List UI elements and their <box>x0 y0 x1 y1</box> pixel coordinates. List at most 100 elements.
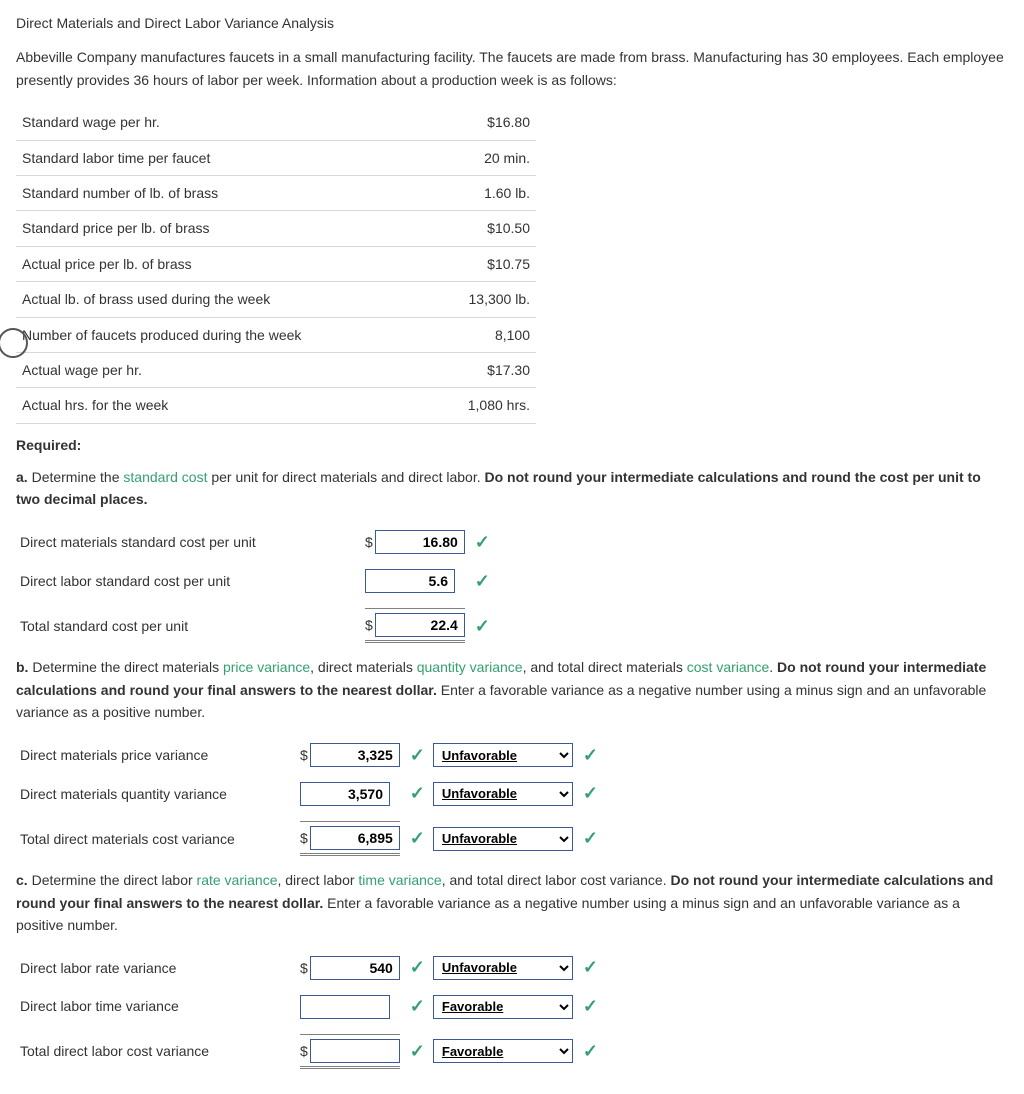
answer-label: Direct labor standard cost per unit <box>16 562 361 601</box>
select-cell: UnfavorableFavorable <box>429 987 577 1026</box>
variance-select[interactable]: UnfavorableFavorable <box>433 956 573 980</box>
info-value: 20 min. <box>406 140 536 175</box>
variance-select[interactable]: UnfavorableFavorable <box>433 782 573 806</box>
dollar-sign: $ <box>300 747 310 763</box>
variance-select[interactable]: UnfavorableFavorable <box>433 827 573 851</box>
info-value: 1.60 lb. <box>406 175 536 210</box>
dollar-sign: $ <box>300 960 310 976</box>
answer-input[interactable] <box>310 1039 400 1063</box>
checkmark-icon: ✓ <box>473 616 490 636</box>
answer-label: Total standard cost per unit <box>16 600 361 648</box>
info-label: Actual lb. of brass used during the week <box>16 282 406 317</box>
link-standard-cost[interactable]: standard cost <box>123 469 207 485</box>
info-value: $10.75 <box>406 246 536 281</box>
dollar-sign: $ <box>300 1043 310 1059</box>
checkmark-icon: ✓ <box>581 783 598 803</box>
checkmark-icon: ✓ <box>473 571 490 591</box>
answer-label: Total direct materials cost variance <box>16 813 296 861</box>
link-price-variance[interactable]: price variance <box>223 659 310 675</box>
answer-cell: $ <box>296 948 404 987</box>
page-title: Direct Materials and Direct Labor Varian… <box>16 12 1008 34</box>
checkmark-icon: ✓ <box>581 996 598 1016</box>
section-c-prefix: c. <box>16 872 28 888</box>
info-label: Standard labor time per faucet <box>16 140 406 175</box>
answer-row: Total direct materials cost variance$ ✓ Un… <box>16 813 602 861</box>
info-label: Actual hrs. for the week <box>16 388 406 423</box>
answer-row: Total direct labor cost variance$ ✓ Unfavo… <box>16 1026 602 1074</box>
checkmark-icon: ✓ <box>408 828 425 848</box>
select-cell: UnfavorableFavorable <box>429 736 577 775</box>
answer-row: Direct labor time variance ✓ UnfavorableFa… <box>16 987 602 1026</box>
link-quantity-variance[interactable]: quantity variance <box>417 659 523 675</box>
link-rate-variance[interactable]: rate variance <box>197 872 278 888</box>
section-b-answers: Direct materials price variance$✓Unfavor… <box>16 736 602 862</box>
answer-cell: $ <box>296 736 404 775</box>
answer-cell: $ <box>296 1026 404 1074</box>
checkmark-icon: ✓ <box>408 1041 425 1061</box>
link-time-variance[interactable]: time variance <box>358 872 441 888</box>
checkmark-icon: ✓ <box>408 745 425 765</box>
answer-label: Total direct labor cost variance <box>16 1026 296 1074</box>
answer-input[interactable] <box>365 569 455 593</box>
info-value: $16.80 <box>406 105 536 140</box>
info-row: Actual hrs. for the week1,080 hrs. <box>16 388 536 423</box>
info-row: Standard number of lb. of brass1.60 lb. <box>16 175 536 210</box>
checkmark-icon: ✓ <box>581 957 598 977</box>
select-cell: UnfavorableFavorable <box>429 948 577 987</box>
section-a-prefix: a. <box>16 469 28 485</box>
answer-input[interactable] <box>310 826 400 850</box>
checkmark-icon: ✓ <box>408 996 425 1016</box>
info-row: Number of faucets produced during the we… <box>16 317 536 352</box>
info-row: Standard wage per hr.$16.80 <box>16 105 536 140</box>
section-b-prefix: b. <box>16 659 28 675</box>
answer-label: Direct labor rate variance <box>16 948 296 987</box>
answer-row: Direct materials quantity variance ✓ Unfav… <box>16 774 602 813</box>
section-a-prompt: a. Determine the standard cost per unit … <box>16 466 1008 511</box>
checkmark-icon: ✓ <box>581 1041 598 1061</box>
info-label: Actual wage per hr. <box>16 352 406 387</box>
answer-input[interactable] <box>375 530 465 554</box>
checkmark-icon: ✓ <box>408 783 425 803</box>
info-label: Number of faucets produced during the we… <box>16 317 406 352</box>
answer-label: Direct materials price variance <box>16 736 296 775</box>
answer-label: Direct materials standard cost per unit <box>16 523 361 562</box>
checkmark-icon: ✓ <box>581 745 598 765</box>
section-a-answers: Direct materials standard cost per unit$… <box>16 523 494 649</box>
variance-select[interactable]: UnfavorableFavorable <box>433 995 573 1019</box>
answer-row: Direct materials price variance$ ✓ Unfavor… <box>16 736 602 775</box>
info-label: Standard price per lb. of brass <box>16 211 406 246</box>
answer-row: Direct labor standard cost per unit ✓ <box>16 562 494 601</box>
info-value: 13,300 lb. <box>406 282 536 317</box>
variance-select[interactable]: UnfavorableFavorable <box>433 1039 573 1063</box>
info-row: Actual price per lb. of brass$10.75 <box>16 246 536 281</box>
answer-input[interactable] <box>300 995 390 1019</box>
required-label: Required: <box>16 434 1008 456</box>
answer-row: Total standard cost per unit$✓ <box>16 600 494 648</box>
info-row: Actual wage per hr.$17.30 <box>16 352 536 387</box>
checkmark-icon: ✓ <box>408 957 425 977</box>
link-cost-variance[interactable]: cost variance <box>687 659 769 675</box>
answer-input[interactable] <box>310 956 400 980</box>
answer-cell <box>296 774 404 813</box>
select-cell: UnfavorableFavorable <box>429 813 577 861</box>
answer-cell: $ <box>361 523 469 562</box>
select-cell: UnfavorableFavorable <box>429 1026 577 1074</box>
checkmark-icon: ✓ <box>581 828 598 848</box>
answer-row: Direct materials standard cost per unit$… <box>16 523 494 562</box>
intro-text: Abbeville Company manufactures faucets i… <box>16 46 1008 91</box>
answer-input[interactable] <box>300 782 390 806</box>
answer-cell <box>361 562 469 601</box>
section-c-prompt: c. Determine the direct labor rate varia… <box>16 869 1008 936</box>
section-b-prompt: b. Determine the direct materials price … <box>16 656 1008 723</box>
answer-cell: $ <box>296 813 404 861</box>
answer-input[interactable] <box>375 613 465 637</box>
variance-select[interactable]: UnfavorableFavorable <box>433 743 573 767</box>
answer-cell: $ <box>361 600 469 648</box>
dollar-sign: $ <box>300 830 310 846</box>
info-value: 8,100 <box>406 317 536 352</box>
answer-input[interactable] <box>310 743 400 767</box>
answer-label: Direct materials quantity variance <box>16 774 296 813</box>
answer-cell <box>296 987 404 1026</box>
info-label: Standard number of lb. of brass <box>16 175 406 210</box>
answer-label: Direct labor time variance <box>16 987 296 1026</box>
